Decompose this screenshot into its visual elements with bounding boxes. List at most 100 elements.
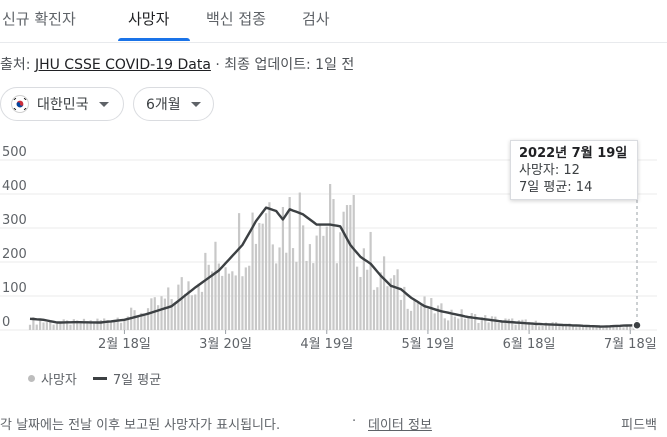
bar [133,310,136,330]
tab-new-cases[interactable]: 신규 확진자 [2,10,76,28]
bar [598,325,602,330]
bar [318,224,322,330]
bar [82,318,86,330]
bar [170,299,173,330]
bar [285,252,288,330]
region-label: 대한민국 [37,97,89,113]
x-tick-label: 7월 18일 [604,337,657,352]
bar [119,322,123,330]
y-tick-label: 500 [2,145,27,160]
bar [241,276,244,330]
y-tick-label: 0 [2,315,10,330]
bar [45,322,48,330]
bar [113,319,116,330]
bar [200,291,204,330]
bar [123,320,126,330]
bar [409,310,413,330]
bar [436,305,440,330]
bar [538,326,541,330]
chart-legend: 사망자 7일 평균 [28,369,161,388]
bar [440,303,443,330]
bar [308,244,311,330]
data-info-link[interactable]: 데이터 정보 [368,418,432,433]
tab-bar: 신규 확진자 사망자 백신 접종 검사 [0,0,667,43]
bar [619,325,622,330]
tab-vaccination[interactable]: 백신 접종 [206,10,266,28]
bar [433,313,436,330]
bar [612,325,615,330]
bar [453,316,456,330]
chart-tooltip: 2022년 7월 19일 사망자: 12 7일 평균: 14 [510,140,638,200]
y-tick-label: 300 [2,213,27,228]
bar [89,320,92,330]
feedback-link[interactable]: 피드백 [621,418,657,433]
bar [69,324,72,330]
tab-deaths[interactable]: 사망자 [128,10,170,28]
bar [332,199,335,330]
bar [362,248,365,330]
tab-tests[interactable]: 검사 [302,10,330,28]
bar [187,281,190,330]
deaths-chart[interactable]: 0 100 200 300 400 500 2월 18일 3월 20일 4월 19일 5월 19일… [0,140,667,360]
bar [514,324,517,330]
period-dropdown[interactable]: 6개월 [133,87,214,121]
source-link[interactable]: JHU CSSE COVID-19 Data [34,57,211,73]
bar [59,322,62,330]
source-line: 출처: JHU CSSE COVID-19 Data · 최종 업데이트: 1일… [0,54,354,74]
x-tick-label: 3월 20일 [199,337,252,352]
bar [99,319,102,330]
bar [608,325,612,330]
bar [423,296,426,330]
bar [92,322,96,330]
bar [298,192,301,330]
bar [551,322,554,330]
bar [305,260,308,330]
bar [190,295,193,330]
last-updated: · 최종 업데이트: 1일 전 [210,57,355,73]
bar [143,315,146,330]
bar [443,318,446,330]
source-prefix: 출처: [0,57,35,73]
bar [291,248,295,330]
bar [480,317,483,330]
bar [150,298,153,330]
bar [28,324,32,330]
bar [254,243,258,330]
bar [622,327,625,330]
tooltip-deaths: 사망자: 12 [519,163,580,178]
bar [372,289,376,330]
x-tick-label: 4월 19일 [300,337,353,352]
bar [561,325,564,330]
bar [322,235,325,330]
bar [393,275,396,330]
bar [173,303,177,330]
hover-point [632,320,642,330]
bar [544,322,548,330]
bar [356,266,359,330]
bar [109,322,113,330]
bar [96,318,99,330]
tooltip-average: 7일 평균: 14 [519,180,593,195]
y-tick-label: 200 [2,247,27,262]
bar [103,318,106,330]
bar [568,323,571,330]
region-dropdown[interactable]: 대한민국 [0,87,124,121]
bar [625,326,628,330]
bar [447,320,450,330]
bar [413,299,416,330]
bar [126,316,129,330]
bar [258,222,261,330]
average-line [29,206,638,328]
bar [474,314,477,330]
bar [541,326,544,330]
bar [534,320,537,330]
bar [214,241,217,330]
bar [389,278,392,330]
bar [588,325,591,330]
bar [605,325,608,330]
y-tick-label: 400 [2,179,27,194]
bar [602,328,605,330]
bar [494,316,497,330]
bar [264,213,268,330]
bar [217,263,220,330]
